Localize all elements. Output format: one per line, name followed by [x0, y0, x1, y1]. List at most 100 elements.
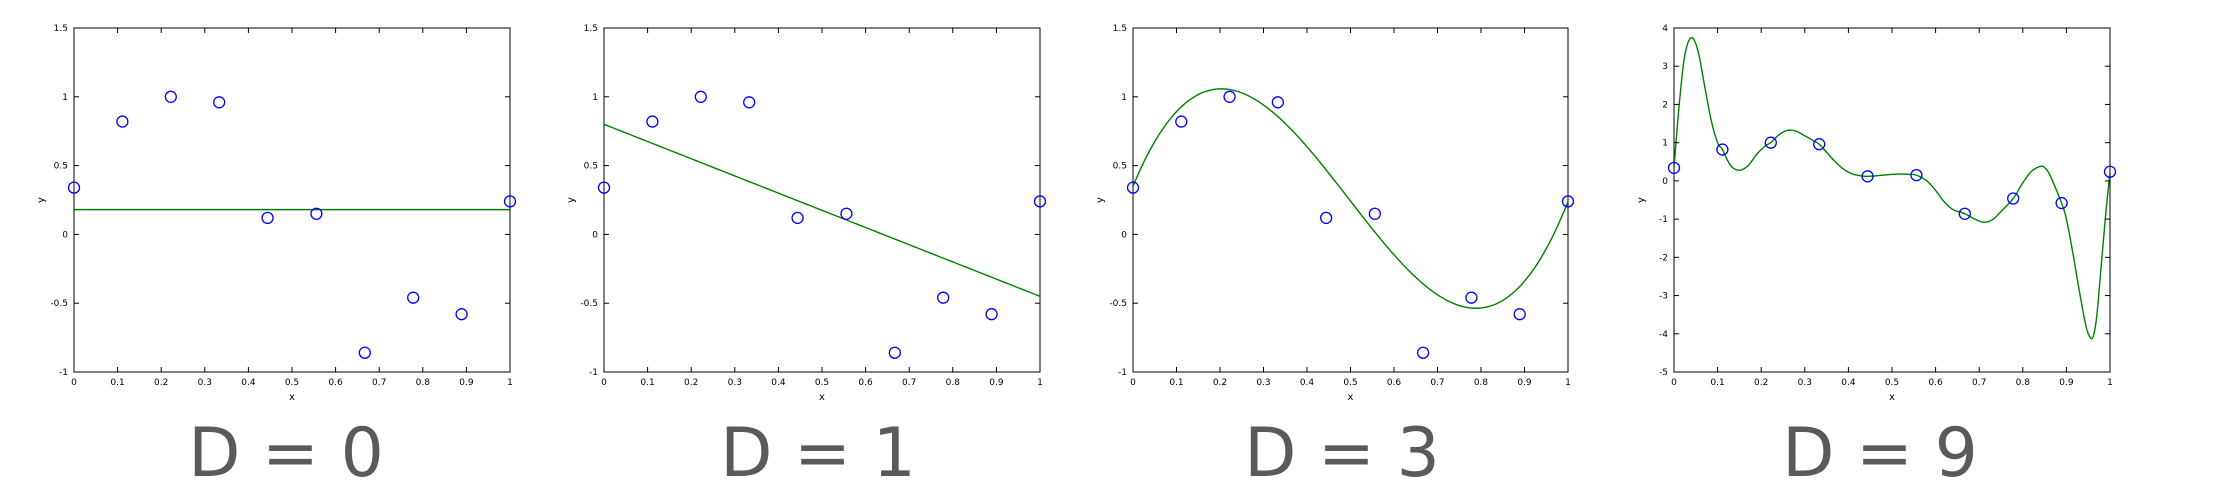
x-axis-ticks: 0 0.1 0.2 0.3 0.4 0.5 0.6 0.7 0.8 0.9 1	[71, 28, 513, 388]
y-tick-label: -5	[1659, 368, 1668, 378]
y-tick-label: -2	[1659, 253, 1668, 263]
y-tick-label: 3	[1662, 62, 1668, 72]
fit-layer	[1674, 36, 2110, 340]
data-point	[646, 115, 659, 128]
y-tick-label: 1.5	[584, 24, 598, 34]
data-point	[1465, 291, 1478, 304]
y-tick-label: 4	[1662, 24, 1668, 34]
fit-layer	[1133, 88, 1568, 309]
x-axis-label: x	[1889, 392, 1895, 403]
panel-caption: D = 0	[188, 414, 384, 493]
chart-d1: 0 0.1 0.2 0.3 0.4 0.5 0.6 0.7 0.8 0.9 1 -1 -0.5 0 0.5…	[566, 24, 1047, 493]
x-tick-label: 0.8	[416, 378, 431, 388]
data-point	[1813, 138, 1826, 151]
y-tick-label: -4	[1659, 330, 1668, 340]
x-tick-label: 0.6	[1387, 378, 1402, 388]
data-point	[67, 181, 81, 194]
x-tick-label: 1	[507, 378, 513, 388]
x-tick-label: 0.2	[1213, 378, 1227, 388]
x-tick-label: 1	[1037, 378, 1043, 388]
y-tick-label: 0	[592, 230, 598, 240]
chart-d9: 0 0.1 0.2 0.3 0.4 0.5 0.6 0.7 0.8 0.9 1 -5 -4 -3 -2 -1…	[1636, 24, 2117, 493]
y-axis-label: y	[1636, 197, 1647, 203]
fit-curve	[604, 123, 1040, 297]
x-axis-ticks: 0 0.1 0.2 0.3 0.4 0.5 0.6 0.7 0.8 0.9 1	[601, 28, 1043, 388]
data-point	[1223, 90, 1236, 103]
x-tick-label: 0.3	[1256, 378, 1270, 388]
y-axis-ticks: -1 -0.5 0 0.5 1 1.5	[580, 24, 1040, 378]
data-point	[597, 181, 611, 194]
y-axis-ticks: -1 -0.5 0 0.5 1 1.5	[1109, 24, 1568, 378]
y-tick-label: -0.5	[1109, 299, 1127, 309]
y-tick-label: -1	[589, 368, 598, 378]
x-tick-label: 0.4	[1841, 378, 1856, 388]
x-tick-label: 0.2	[1754, 378, 1768, 388]
x-tick-label: 0.7	[372, 378, 386, 388]
fit-curve	[1133, 88, 1568, 309]
data-point	[310, 207, 323, 220]
x-tick-label: 0.3	[198, 378, 212, 388]
y-tick-label: 0.5	[584, 162, 598, 172]
x-axis-label: x	[289, 392, 295, 403]
points-layer	[1667, 136, 2117, 220]
data-point	[888, 346, 901, 359]
data-point	[985, 308, 998, 321]
data-point	[1271, 96, 1285, 109]
x-tick-label: 0.2	[154, 378, 168, 388]
y-axis-ticks: -5 -4 -3 -2 -1 0 1 2 3 4	[1659, 24, 2110, 378]
x-tick-label: 0.9	[1517, 378, 1532, 388]
y-tick-label: 1	[62, 93, 68, 103]
data-point	[1175, 115, 1188, 128]
x-axis-ticks: 0 0.1 0.2 0.3 0.4 0.5 0.6 0.7 0.8 0.9 1	[1130, 28, 1571, 388]
fit-layer	[604, 123, 1040, 297]
panel-caption: D = 9	[1782, 414, 1978, 493]
x-tick-label: 0.9	[459, 378, 474, 388]
x-axis-label: x	[1348, 392, 1354, 403]
x-axis-ticks: 0 0.1 0.2 0.3 0.4 0.5 0.6 0.7 0.8 0.9 1	[1671, 28, 2113, 388]
x-tick-label: 0.9	[2059, 378, 2074, 388]
points-layer	[67, 90, 517, 359]
data-point	[1861, 170, 1874, 183]
data-point	[407, 291, 420, 304]
x-tick-label: 0.3	[1798, 378, 1812, 388]
x-tick-label: 1	[2107, 378, 2113, 388]
x-tick-label: 0.5	[1885, 378, 1899, 388]
x-tick-label: 0.2	[684, 378, 698, 388]
chart-d0: 0 0.1 0.2 0.3 0.4 0.5 0.6 0.7 0.8 0.9 1 -1 -0.5 0 0.5…	[36, 24, 517, 493]
x-tick-label: 0	[1130, 378, 1136, 388]
data-point	[164, 90, 177, 103]
x-tick-label: 0.1	[1169, 378, 1183, 388]
data-point	[694, 90, 707, 103]
y-tick-label: 0.5	[54, 162, 68, 172]
y-axis-label: y	[36, 197, 47, 203]
data-point	[2007, 192, 2020, 205]
x-tick-label: 0.7	[902, 378, 916, 388]
x-tick-label: 0.7	[1972, 378, 1986, 388]
y-tick-label: 1.5	[54, 24, 68, 34]
x-tick-label: 0.5	[285, 378, 299, 388]
x-tick-label: 0.4	[1300, 378, 1315, 388]
y-tick-label: 1.5	[1113, 24, 1127, 34]
data-point	[840, 207, 853, 220]
y-tick-label: 0	[1121, 230, 1127, 240]
points-layer	[597, 90, 1047, 359]
data-point	[1764, 136, 1777, 149]
x-tick-label: 0.4	[771, 378, 786, 388]
fit-curve	[1674, 36, 2110, 340]
y-tick-label: 0	[1662, 177, 1668, 187]
y-tick-label: -1	[59, 368, 68, 378]
x-tick-label: 0.3	[728, 378, 742, 388]
x-tick-label: 0.9	[989, 378, 1004, 388]
x-tick-label: 0.6	[328, 378, 343, 388]
data-point	[261, 211, 274, 225]
data-point	[503, 195, 517, 208]
data-point	[213, 96, 226, 109]
x-tick-label: 0.4	[241, 378, 256, 388]
y-tick-label: 0.5	[1113, 162, 1127, 172]
data-point	[1561, 195, 1575, 208]
data-point	[1716, 143, 1729, 156]
x-tick-label: 0.6	[1928, 378, 1943, 388]
x-tick-label: 0.5	[1343, 378, 1357, 388]
data-point	[1033, 195, 1047, 208]
y-tick-label: 2	[1662, 100, 1668, 110]
